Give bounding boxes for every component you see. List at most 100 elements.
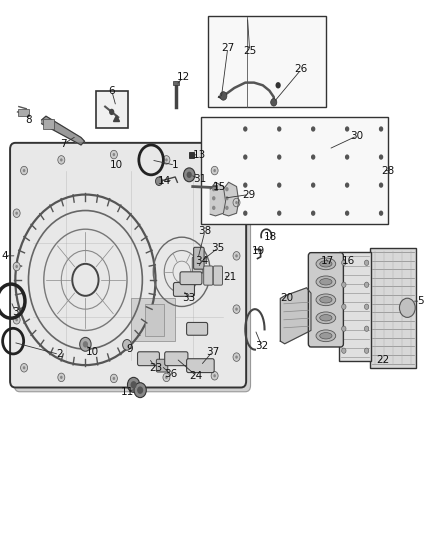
Text: 33: 33 <box>183 294 196 303</box>
Circle shape <box>13 262 20 271</box>
Circle shape <box>243 182 247 188</box>
Text: 24: 24 <box>190 371 203 381</box>
Ellipse shape <box>320 314 332 321</box>
Text: 31: 31 <box>193 174 206 183</box>
Text: 20: 20 <box>280 294 293 303</box>
Circle shape <box>243 155 247 160</box>
Circle shape <box>311 211 315 216</box>
Text: 7: 7 <box>60 139 67 149</box>
Polygon shape <box>42 116 85 145</box>
Circle shape <box>134 383 146 398</box>
FancyBboxPatch shape <box>192 257 203 273</box>
Circle shape <box>277 211 281 216</box>
Ellipse shape <box>320 296 332 303</box>
Circle shape <box>342 304 346 309</box>
Text: 6: 6 <box>108 86 115 95</box>
Circle shape <box>123 340 131 350</box>
Circle shape <box>276 82 281 88</box>
FancyBboxPatch shape <box>308 253 343 347</box>
Polygon shape <box>210 182 226 216</box>
FancyBboxPatch shape <box>180 272 202 285</box>
Text: 12: 12 <box>177 72 190 82</box>
FancyBboxPatch shape <box>138 352 159 366</box>
Circle shape <box>13 316 20 324</box>
Circle shape <box>345 155 350 160</box>
Circle shape <box>311 155 315 160</box>
Circle shape <box>83 341 88 348</box>
Circle shape <box>110 374 117 383</box>
Circle shape <box>220 92 227 100</box>
Circle shape <box>379 126 383 132</box>
Circle shape <box>235 254 238 257</box>
Text: 15: 15 <box>212 182 226 191</box>
Ellipse shape <box>316 330 336 342</box>
Bar <box>213 185 217 190</box>
Circle shape <box>184 168 195 182</box>
Circle shape <box>109 109 114 115</box>
Circle shape <box>211 166 218 175</box>
Circle shape <box>21 166 28 175</box>
Circle shape <box>235 308 238 311</box>
Circle shape <box>233 353 240 361</box>
Circle shape <box>131 381 137 389</box>
Circle shape <box>137 386 143 394</box>
Bar <box>18 109 29 116</box>
Circle shape <box>225 187 229 191</box>
Bar <box>370 248 416 368</box>
Text: 5: 5 <box>417 296 424 306</box>
Circle shape <box>379 182 383 188</box>
Circle shape <box>23 169 25 172</box>
Circle shape <box>277 126 281 132</box>
Circle shape <box>364 282 369 287</box>
Text: 13: 13 <box>193 150 206 159</box>
Circle shape <box>233 252 240 260</box>
Bar <box>145 304 164 336</box>
Text: 4: 4 <box>1 251 8 261</box>
Circle shape <box>13 209 20 217</box>
Bar <box>201 117 388 224</box>
Text: 21: 21 <box>223 272 237 282</box>
Text: 2: 2 <box>56 350 63 359</box>
Text: 37: 37 <box>206 347 219 357</box>
Text: 28: 28 <box>381 166 394 175</box>
Text: 16: 16 <box>342 256 355 266</box>
Circle shape <box>60 158 63 161</box>
Text: 19: 19 <box>252 246 265 255</box>
FancyBboxPatch shape <box>213 266 223 285</box>
Text: 22: 22 <box>377 355 390 365</box>
Circle shape <box>311 182 315 188</box>
FancyBboxPatch shape <box>204 266 213 285</box>
Circle shape <box>58 156 65 164</box>
Circle shape <box>342 282 346 287</box>
Circle shape <box>233 198 240 207</box>
Circle shape <box>342 260 346 265</box>
Polygon shape <box>280 288 311 344</box>
Bar <box>43 119 54 129</box>
Ellipse shape <box>320 261 332 267</box>
Circle shape <box>364 326 369 332</box>
FancyBboxPatch shape <box>173 282 194 296</box>
Text: 10: 10 <box>110 160 123 170</box>
Circle shape <box>110 150 117 159</box>
Ellipse shape <box>320 333 332 339</box>
Circle shape <box>311 126 315 132</box>
Circle shape <box>379 211 383 216</box>
Bar <box>208 16 326 107</box>
FancyBboxPatch shape <box>194 247 204 269</box>
FancyBboxPatch shape <box>165 352 188 366</box>
Circle shape <box>212 196 215 200</box>
Circle shape <box>15 318 18 321</box>
FancyBboxPatch shape <box>187 359 214 373</box>
Circle shape <box>364 260 369 265</box>
Ellipse shape <box>316 294 336 306</box>
Ellipse shape <box>316 312 336 324</box>
Circle shape <box>271 99 277 106</box>
Circle shape <box>213 169 216 172</box>
Text: 11: 11 <box>120 387 134 397</box>
Bar <box>131 298 175 341</box>
Circle shape <box>127 377 140 392</box>
Text: 3: 3 <box>12 307 19 317</box>
Circle shape <box>165 158 168 161</box>
Text: 14: 14 <box>158 176 171 186</box>
Circle shape <box>21 364 28 372</box>
